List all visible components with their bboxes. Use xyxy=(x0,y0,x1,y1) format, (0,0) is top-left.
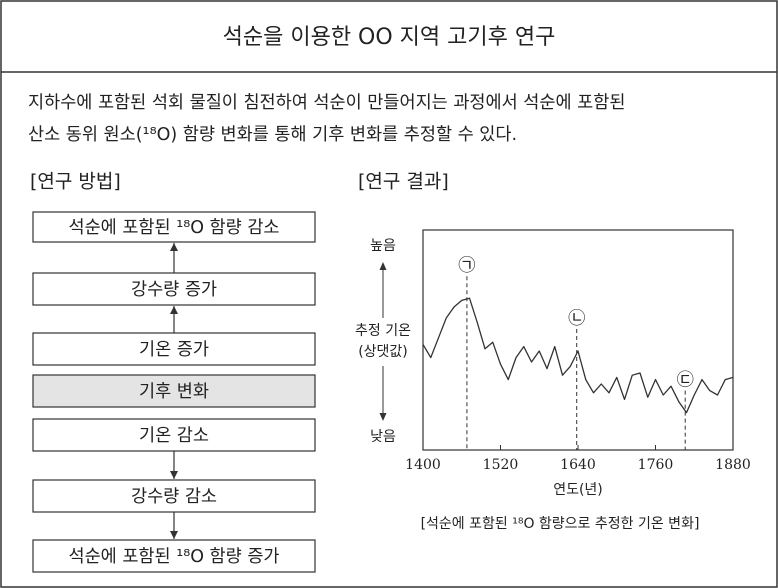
x-tick-label: 1400 xyxy=(405,457,441,473)
arrow-head xyxy=(170,471,178,479)
data-line xyxy=(422,297,734,414)
arrow-head xyxy=(170,531,178,539)
flow-label: 기온 감소 xyxy=(139,426,209,446)
arrow-head xyxy=(379,413,387,421)
x-tick-label: 1880 xyxy=(715,457,751,473)
chart-caption: [석순에 포함된 ¹⁸O 함량으로 추정한 기온 변화] xyxy=(421,516,700,532)
title: 석순을 이용한 OO 지역 고기후 연구 xyxy=(223,25,556,50)
flow-box xyxy=(32,539,316,573)
intro-line: 지하수에 포함된 석회 물질이 침전하여 석순이 만들어지는 과정에서 석순에 … xyxy=(28,93,625,113)
flow-box xyxy=(32,332,316,366)
flow-label: 강수량 감소 xyxy=(131,487,217,507)
annotation-label: ㉢ xyxy=(676,371,694,391)
flow-box xyxy=(32,418,316,452)
x-axis-label: 연도(년) xyxy=(553,482,603,498)
method-heading: [연구 방법] xyxy=(30,171,121,193)
flow-label: 석순에 포함된 ¹⁸O 함량 증가 xyxy=(68,547,279,567)
flow-box xyxy=(32,211,316,243)
arrow-head xyxy=(170,243,178,251)
intro-line: 산소 동위 원소(¹⁸O) 함량 변화를 통해 기후 변화를 추정할 수 있다. xyxy=(28,125,517,145)
y-axis-label: 추정 기온 xyxy=(355,323,411,339)
annotation-label: ㉠ xyxy=(458,256,476,276)
flow-box xyxy=(32,374,316,408)
flow-box xyxy=(32,479,316,513)
arrow-head xyxy=(379,262,387,270)
y-high-label: 높음 xyxy=(370,238,396,254)
flow-box xyxy=(32,272,316,306)
flow-label: 기온 증가 xyxy=(139,340,209,360)
arrow-head xyxy=(170,306,178,314)
flow-label: 기후 변화 xyxy=(139,382,209,402)
x-tick-label: 1520 xyxy=(483,457,519,473)
x-tick-label: 1760 xyxy=(638,457,674,473)
result-heading: [연구 결과] xyxy=(358,171,449,193)
x-tick-label: 1640 xyxy=(560,457,596,473)
y-low-label: 낮음 xyxy=(370,429,396,445)
y-axis-label: (상댓값) xyxy=(358,344,408,360)
annotation-label: ㉡ xyxy=(568,309,586,329)
flow-label: 석순에 포함된 ¹⁸O 함량 감소 xyxy=(68,218,279,238)
flow-label: 강수량 증가 xyxy=(131,280,217,300)
